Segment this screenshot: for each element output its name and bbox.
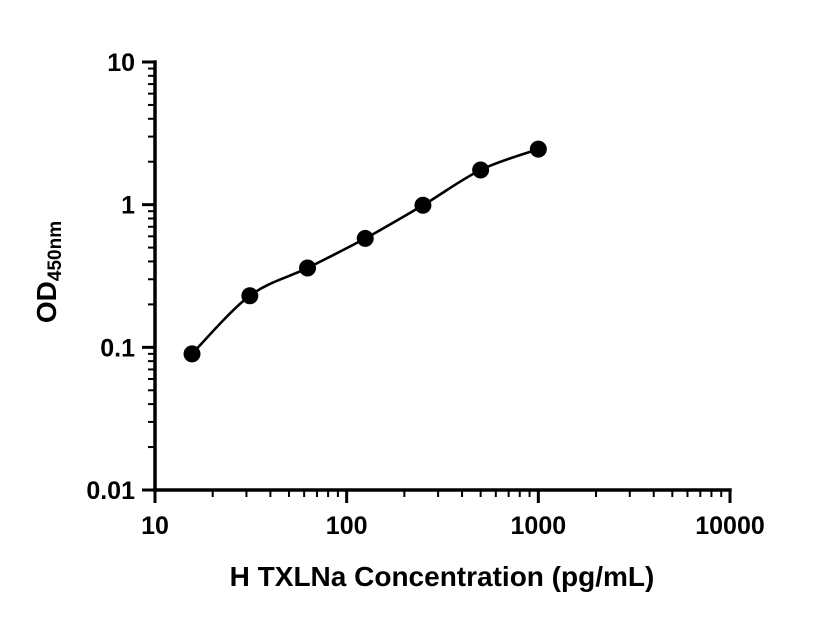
y-tick-label: 1 [121,192,135,220]
y-major-ticks [142,60,155,492]
x-tick-label: 1000 [511,512,567,540]
y-tick-labels: 0.01 0.1 1 10 [86,49,135,505]
data-points [183,140,547,363]
x-tick-label: 100 [326,512,368,540]
x-tick-label: 10 [141,512,169,540]
data-point [414,196,432,214]
y-tick-label: 0.1 [100,334,135,362]
curve-line [191,147,539,355]
data-point [299,259,317,277]
x-minor-ticks [211,490,723,497]
data-point [183,345,201,363]
y-tick-label: 0.01 [86,477,135,505]
x-axis-label: H TXLNa Concentration (pg/mL) [230,561,655,592]
data-point [472,161,490,179]
y-axis-label-main: OD [31,281,62,323]
data-point [529,140,547,158]
y-tick-label: 10 [107,49,135,77]
x-tick-label: 10000 [695,512,765,540]
y-axis-label-subscript: 450nm [45,221,66,281]
x-tick-labels: 10 100 1000 10000 [141,512,765,540]
data-point [356,229,374,247]
y-minor-ticks [148,67,155,449]
data-point [241,287,259,305]
x-major-ticks [153,490,732,503]
y-axis-label: OD450nm [31,221,66,323]
